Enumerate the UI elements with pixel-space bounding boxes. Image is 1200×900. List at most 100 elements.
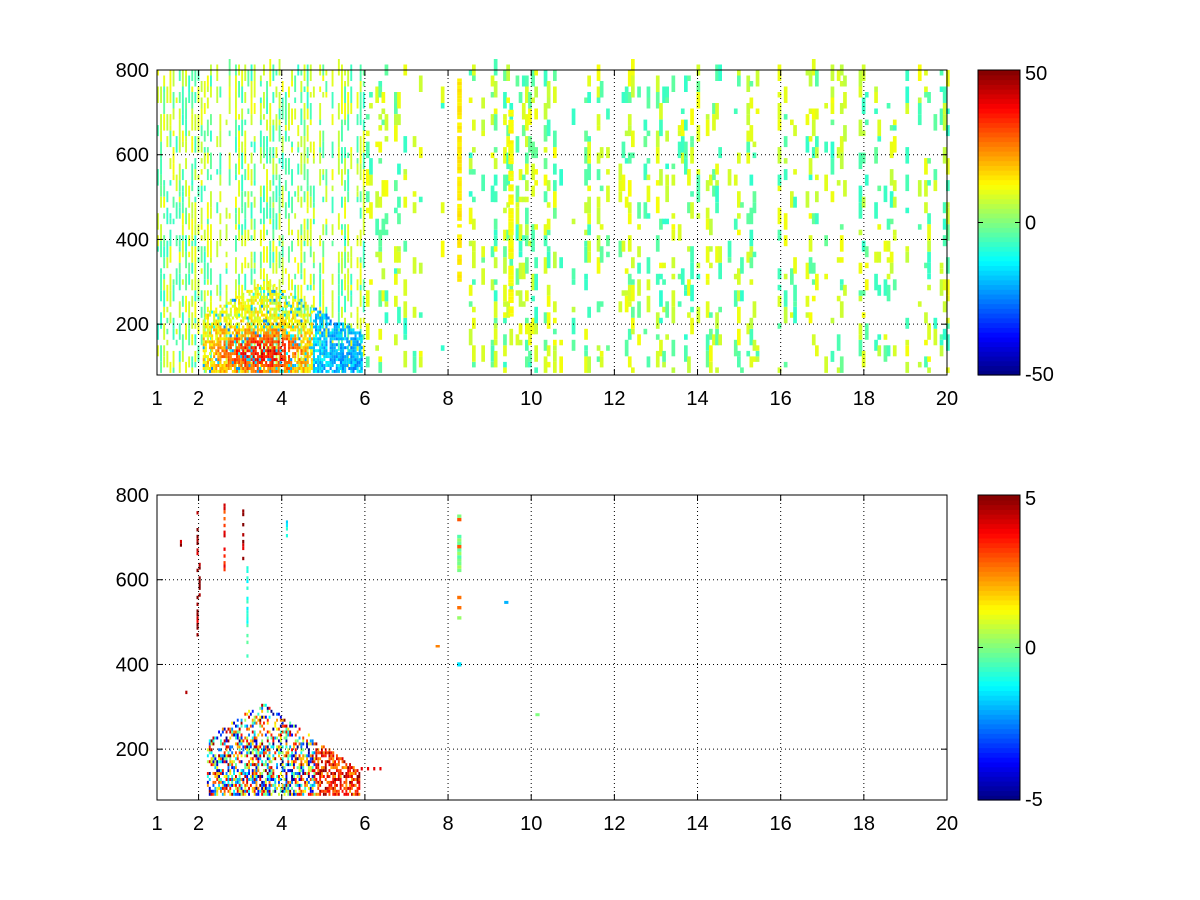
heatmap-cell bbox=[269, 283, 272, 287]
heatmap-cell bbox=[210, 240, 212, 258]
heatmap-cell bbox=[312, 325, 315, 329]
heatmap-cell bbox=[892, 136, 897, 153]
heatmap-cell bbox=[350, 246, 353, 258]
heatmap-cell bbox=[249, 712, 252, 716]
heatmap-cell bbox=[266, 718, 269, 722]
heatmap-cell bbox=[755, 345, 760, 351]
heatmap-cell bbox=[266, 721, 269, 725]
heatmap-cell bbox=[268, 730, 271, 734]
heatmap-cell bbox=[272, 262, 275, 274]
x-tick-label: 1 bbox=[151, 813, 162, 835]
heatmap-cell bbox=[292, 325, 295, 329]
heatmap-cell bbox=[508, 282, 514, 287]
heatmap-cell bbox=[166, 306, 169, 313]
heatmap-cell bbox=[858, 262, 863, 274]
heatmap-cell bbox=[215, 358, 218, 362]
heatmap-cell bbox=[219, 229, 222, 247]
heatmap-cell bbox=[231, 780, 234, 784]
colorbar-segment bbox=[978, 780, 1020, 787]
heatmap-cell bbox=[298, 337, 301, 341]
heatmap-cell bbox=[278, 751, 280, 755]
heatmap-cell bbox=[269, 180, 272, 192]
heatmap-cell bbox=[506, 125, 510, 137]
heatmap-cell bbox=[210, 75, 212, 87]
heatmap-cell bbox=[292, 298, 295, 302]
heatmap-cell bbox=[291, 778, 293, 781]
heatmap-cell bbox=[258, 369, 261, 373]
heatmap-cell bbox=[289, 724, 292, 728]
heatmap-cell bbox=[531, 97, 535, 103]
heatmap-cell bbox=[246, 576, 249, 580]
heatmap-cell bbox=[793, 306, 797, 324]
heatmap-cell bbox=[191, 339, 194, 346]
heatmap-cell bbox=[323, 349, 326, 353]
colorbar-segment bbox=[978, 289, 1020, 295]
heatmap-cell bbox=[221, 769, 224, 773]
heatmap-cell bbox=[302, 792, 305, 796]
heatmap-cell bbox=[333, 343, 336, 347]
heatmap-cell bbox=[284, 108, 287, 125]
heatmap-cell bbox=[294, 307, 297, 311]
heatmap-cell bbox=[288, 191, 290, 208]
heatmap-cell bbox=[160, 345, 162, 362]
heatmap-cell bbox=[861, 130, 866, 137]
heatmap-cell bbox=[306, 307, 309, 311]
heatmap-cell bbox=[246, 361, 249, 364]
heatmap-cell bbox=[240, 361, 243, 364]
heatmap-cell bbox=[342, 352, 345, 356]
heatmap-cell bbox=[312, 218, 315, 225]
heatmap-cell bbox=[293, 763, 295, 767]
heatmap-cell bbox=[275, 301, 278, 305]
heatmap-cell bbox=[315, 328, 318, 332]
heatmap-cell bbox=[227, 346, 230, 350]
heatmap-cell bbox=[248, 364, 251, 367]
heatmap-cell bbox=[858, 339, 863, 357]
heatmap-cell bbox=[705, 119, 710, 137]
heatmap-cell bbox=[515, 207, 520, 225]
heatmap-cell bbox=[163, 246, 166, 258]
heatmap-cell bbox=[225, 262, 228, 269]
heatmap-cell bbox=[309, 792, 312, 796]
heatmap-cell bbox=[259, 757, 262, 761]
heatmap-cell bbox=[209, 367, 212, 370]
heatmap-cell bbox=[571, 306, 576, 313]
x-tick-label: 1 bbox=[151, 388, 162, 410]
heatmap-cell bbox=[271, 292, 274, 296]
heatmap-cell bbox=[283, 789, 286, 793]
heatmap-cell bbox=[418, 147, 423, 159]
heatmap-cell bbox=[275, 367, 278, 370]
heatmap-cell bbox=[468, 207, 473, 225]
heatmap-cell bbox=[157, 235, 159, 247]
colorbar-segment bbox=[978, 676, 1020, 682]
heatmap-cell bbox=[339, 783, 342, 787]
heatmap-cell bbox=[294, 346, 297, 350]
heatmap-cell bbox=[268, 760, 271, 764]
heatmap-cell bbox=[200, 108, 203, 125]
heatmap-cell bbox=[543, 158, 548, 170]
heatmap-cell bbox=[341, 757, 344, 761]
heatmap-cell bbox=[830, 141, 835, 159]
heatmap-cell bbox=[163, 196, 166, 208]
heatmap-cell bbox=[244, 718, 247, 722]
heatmap-cell bbox=[877, 334, 882, 340]
colorbar-segment bbox=[978, 523, 1020, 529]
heatmap-cell bbox=[905, 70, 910, 81]
heatmap-cell bbox=[225, 304, 228, 308]
heatmap-cell bbox=[269, 316, 272, 320]
heatmap-cell bbox=[326, 760, 329, 764]
heatmap-cell bbox=[521, 235, 526, 241]
heatmap-cell bbox=[203, 81, 206, 98]
heatmap-cell bbox=[229, 760, 232, 764]
heatmap-cell bbox=[535, 713, 540, 717]
heatmap-cell bbox=[356, 352, 359, 356]
heatmap-cell bbox=[337, 103, 340, 120]
heatmap-cell bbox=[300, 352, 303, 356]
heatmap-cell bbox=[257, 763, 260, 767]
heatmap-cell bbox=[659, 262, 663, 269]
heatmap-cell bbox=[200, 158, 203, 164]
heatmap-cell bbox=[209, 340, 212, 344]
heatmap-cell bbox=[518, 240, 523, 252]
heatmap-cell bbox=[325, 343, 328, 347]
heatmap-cell bbox=[323, 346, 326, 350]
